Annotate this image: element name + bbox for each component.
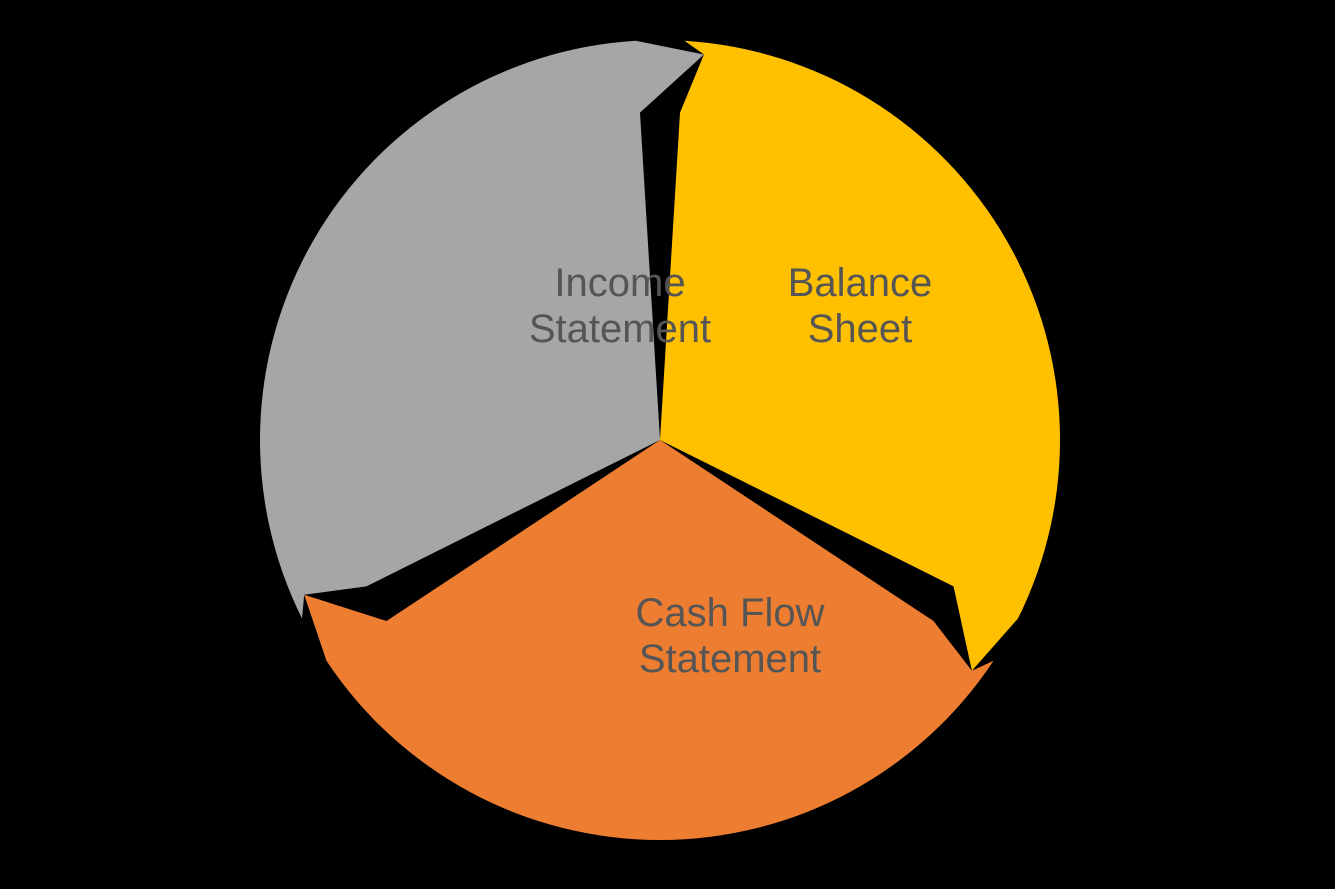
cycle-diagram-svg — [0, 0, 1335, 889]
diagram-stage: Income Statement Balance Sheet Cash Flow… — [0, 0, 1335, 889]
